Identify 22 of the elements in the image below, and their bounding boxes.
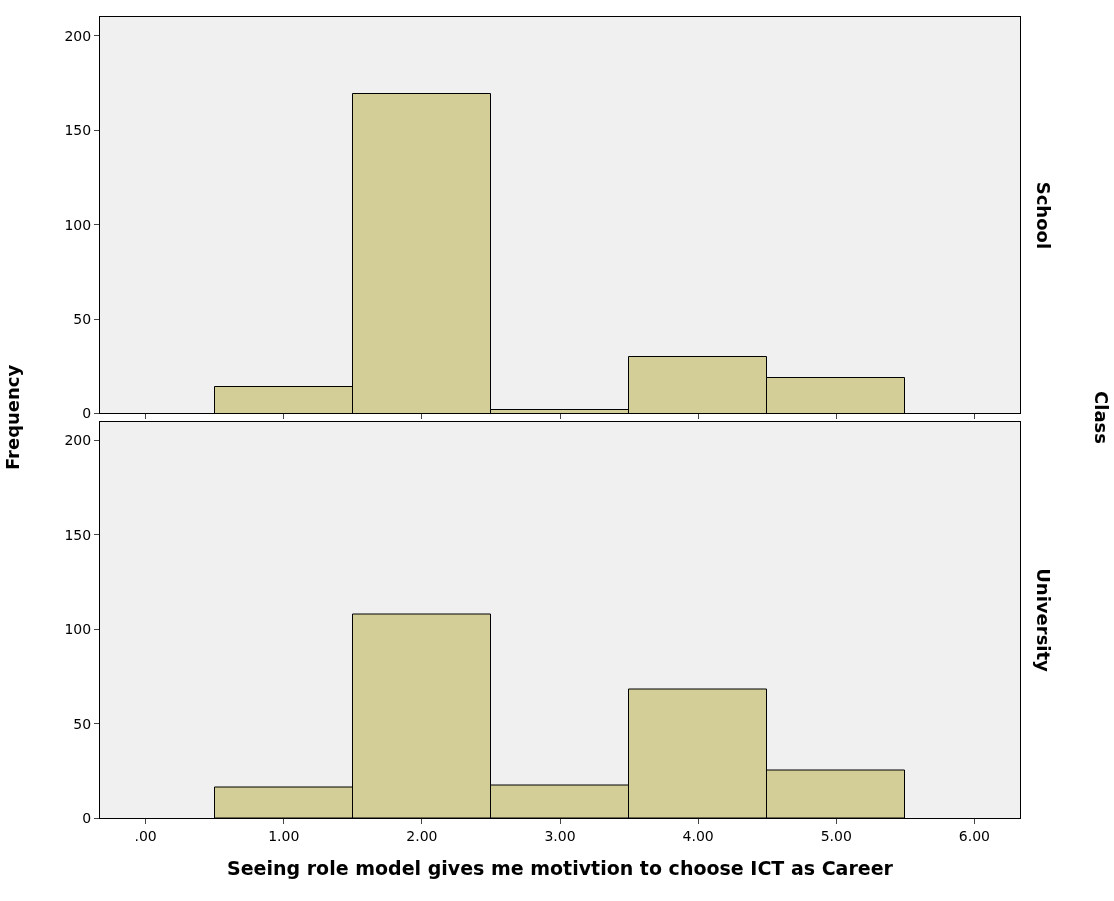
y-tick-label: 50 [73,310,92,327]
y-tick-label: 0 [82,405,92,422]
text: Class [1091,391,1112,444]
x-tick-label: 5.00 [820,827,852,844]
y-tick-label: 50 [73,715,92,732]
y-axis-title: Frequency [2,364,24,471]
y-tick-label: 150 [64,122,92,139]
x-tick-label: 6.00 [958,827,990,844]
y-tick-label: 200 [64,27,92,44]
y-tick-label: 0 [82,809,92,826]
x-tick-label: 1.00 [268,827,300,844]
y-tick-label: 100 [64,621,92,638]
x-axis-title: Seeing role model gives me motivtion to choose ICT as Career [227,856,894,879]
x-tick-label: 3.00 [544,827,576,844]
y-tick-label: 200 [64,432,92,449]
x-tick-label: 2.00 [406,827,438,844]
text: University [1033,568,1055,673]
x-tick-label: .00 [134,827,157,844]
y-tick-label: 150 [64,526,92,543]
y-tick-label: 100 [64,216,92,233]
x-tick-label: 4.00 [682,827,714,844]
text: School [1032,181,1054,250]
